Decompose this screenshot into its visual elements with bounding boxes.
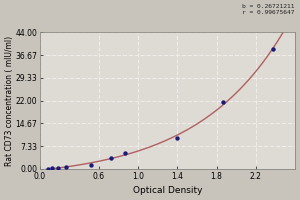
Point — [270, 48, 275, 51]
Point — [55, 166, 60, 170]
Point — [123, 151, 128, 154]
Point — [221, 101, 226, 104]
Point — [88, 163, 93, 167]
Point — [45, 167, 50, 170]
Y-axis label: Rat CD73 concentration ( mIU/ml): Rat CD73 concentration ( mIU/ml) — [5, 36, 14, 166]
Point — [108, 156, 113, 160]
X-axis label: Optical Density: Optical Density — [133, 186, 202, 195]
Text: b = 0.26721211
r = 0.99675647: b = 0.26721211 r = 0.99675647 — [242, 4, 294, 15]
Point — [175, 137, 180, 140]
Point — [49, 167, 54, 170]
Point — [64, 166, 69, 169]
